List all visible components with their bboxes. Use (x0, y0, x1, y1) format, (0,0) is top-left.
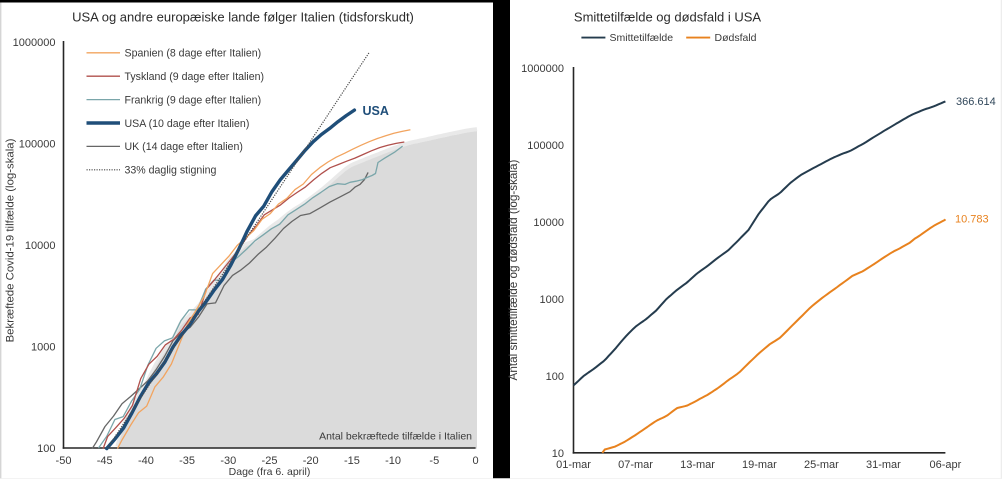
svg-text:31-mar: 31-mar (866, 459, 901, 471)
svg-text:USA og andre europæiske lande: USA og andre europæiske lande følger Ita… (72, 10, 414, 25)
svg-text:-5: -5 (429, 455, 439, 467)
svg-text:13-mar: 13-mar (680, 459, 715, 471)
svg-text:-25: -25 (262, 455, 278, 467)
svg-text:USA (10 dage efter Italien): USA (10 dage efter Italien) (125, 118, 250, 130)
svg-text:Tyskland (9 dage efter Italien: Tyskland (9 dage efter Italien) (125, 71, 265, 83)
svg-text:Dødsfald: Dødsfald (715, 32, 757, 44)
svg-text:25-mar: 25-mar (804, 459, 839, 471)
svg-text:100: 100 (37, 443, 55, 455)
svg-text:Antal bekræftede tilfælde i It: Antal bekræftede tilfælde i Italien (319, 431, 472, 443)
svg-text:-20: -20 (303, 455, 319, 467)
svg-text:1000: 1000 (540, 294, 564, 306)
svg-text:-45: -45 (97, 455, 113, 467)
svg-text:07-mar: 07-mar (618, 459, 653, 471)
svg-text:01-mar: 01-mar (556, 459, 591, 471)
svg-text:-15: -15 (344, 455, 360, 467)
svg-text:33% daglig stigning: 33% daglig stigning (125, 165, 217, 177)
svg-text:1000: 1000 (31, 342, 55, 354)
svg-text:-10: -10 (385, 455, 401, 467)
svg-text:Smittetilfælde og dødsfald i U: Smittetilfælde og dødsfald i USA (574, 10, 761, 25)
svg-text:10000: 10000 (533, 217, 564, 229)
svg-text:10000: 10000 (25, 240, 56, 252)
svg-text:Frankrig (9 dage efter Italien: Frankrig (9 dage efter Italien) (125, 94, 262, 106)
svg-text:-40: -40 (138, 455, 154, 467)
svg-text:UK (14 dage efter Italien): UK (14 dage efter Italien) (125, 141, 243, 153)
svg-text:366.614: 366.614 (956, 96, 996, 108)
svg-text:Smittetilfælde: Smittetilfælde (610, 32, 674, 44)
svg-text:10.783: 10.783 (955, 214, 989, 226)
svg-text:Dage (fra 6. april): Dage (fra 6. april) (229, 466, 311, 478)
svg-text:1000000: 1000000 (13, 37, 56, 49)
svg-text:USA: USA (363, 104, 389, 118)
svg-text:Spanien (8 dage efter Italien): Spanien (8 dage efter Italien) (125, 48, 262, 60)
svg-text:-50: -50 (56, 455, 72, 467)
svg-text:-35: -35 (179, 455, 195, 467)
svg-text:06-apr: 06-apr (930, 459, 962, 471)
svg-text:100000: 100000 (19, 139, 56, 151)
svg-text:100000: 100000 (527, 140, 564, 152)
svg-text:100: 100 (546, 371, 564, 383)
svg-text:-30: -30 (220, 455, 236, 467)
svg-text:Bekræftede Covid-19 tilfælde: Bekræftede Covid-19 tilfælde (log-skala) (5, 138, 17, 342)
svg-text:Antal smittetilfælde og dødsf: Antal smittetilfælde og dødsfald (log-sk… (507, 159, 520, 380)
svg-text:19-mar: 19-mar (742, 459, 777, 471)
svg-text:0: 0 (472, 455, 478, 467)
svg-text:1000000: 1000000 (521, 63, 564, 75)
svg-text:10: 10 (552, 448, 564, 460)
